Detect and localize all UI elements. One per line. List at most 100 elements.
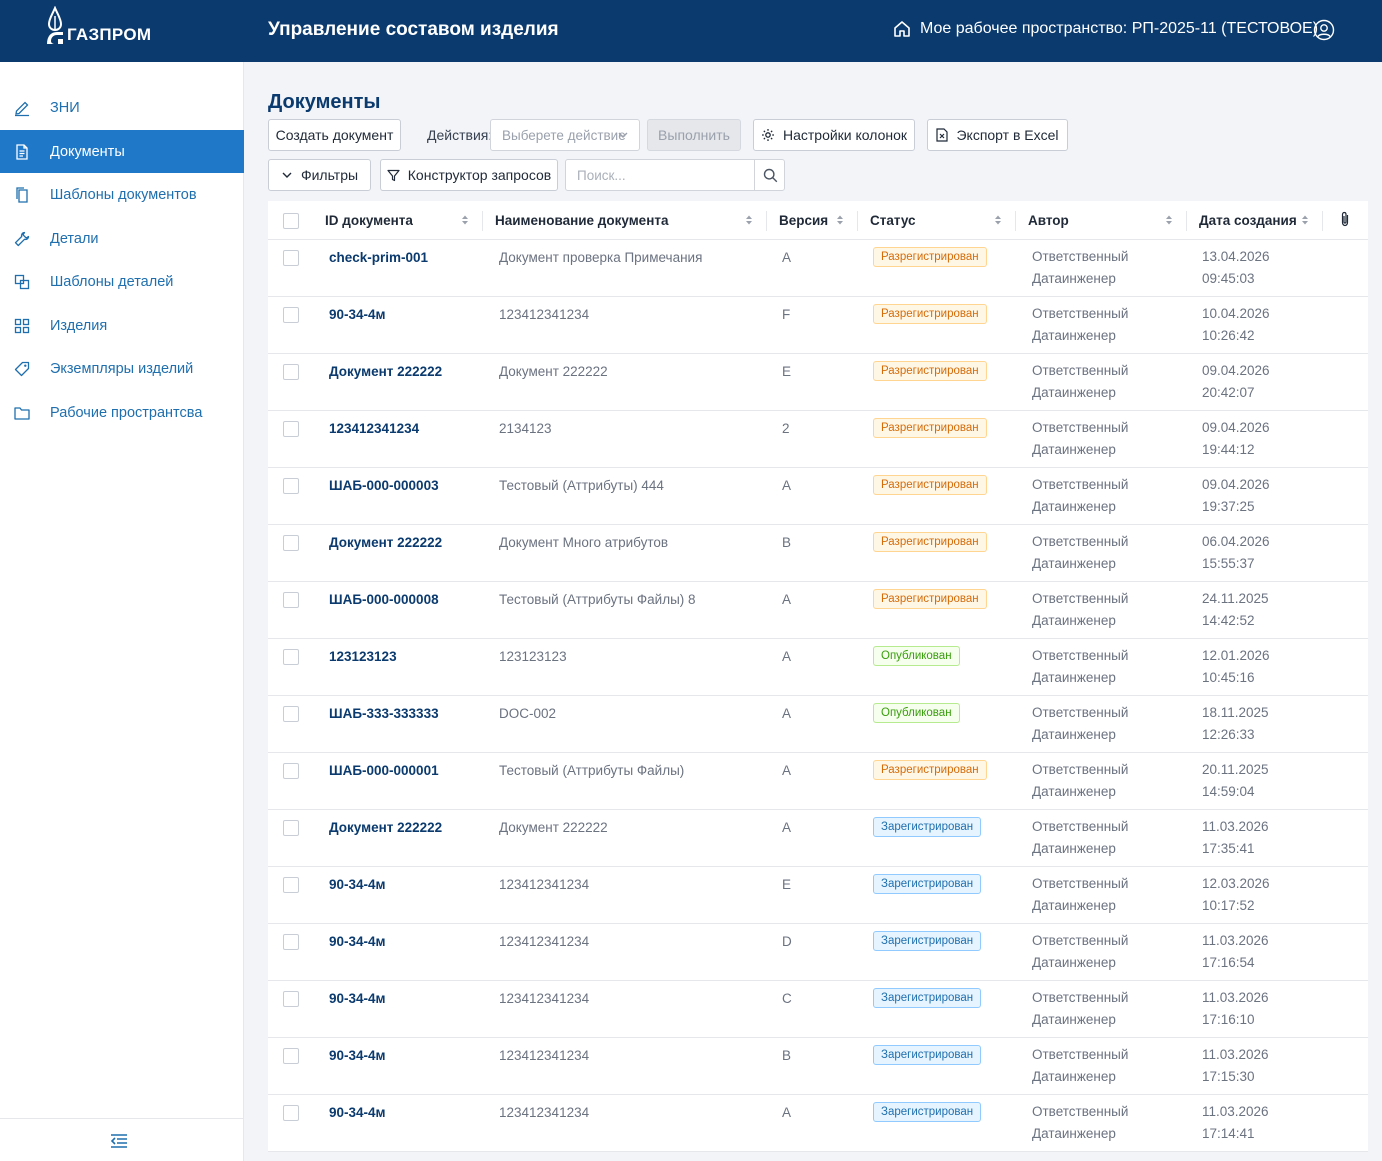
sort-icon[interactable]: [1165, 214, 1173, 226]
row-checkbox[interactable]: [283, 649, 299, 665]
table-row[interactable]: Документ 222222 Документ Много атрибутов B…: [268, 525, 1368, 582]
document-name: 123412341234: [499, 1048, 590, 1063]
document-id-link[interactable]: ШАБ-333-333333: [329, 706, 439, 721]
document-id-link[interactable]: 123412341234: [329, 421, 420, 436]
search-button[interactable]: [754, 160, 785, 190]
sort-icon[interactable]: [461, 214, 469, 226]
column-settings-button[interactable]: Настройки колонок: [753, 119, 915, 151]
document-id-link[interactable]: 90-34-4м: [329, 991, 386, 1006]
user-profile-icon[interactable]: [1313, 19, 1335, 41]
query-builder-label: Конструктор запросов: [407, 167, 552, 183]
column-header-name[interactable]: Наименование документа: [495, 201, 668, 240]
document-id-link[interactable]: ШАБ-000-000003: [329, 478, 439, 493]
table-row[interactable]: check-prim-001 Документ проверка Примечан…: [268, 240, 1368, 297]
document-id-link[interactable]: 90-34-4м: [329, 1048, 386, 1063]
table-row[interactable]: 90-34-4м 123412341234 E Зарегистрирован Отве…: [268, 867, 1368, 924]
column-header-id[interactable]: ID документа: [325, 201, 413, 240]
sidebar-item-doc-templates[interactable]: Шаблоны документов: [0, 173, 244, 216]
sort-icon[interactable]: [994, 214, 1002, 226]
paperclip-icon[interactable]: [1340, 211, 1350, 227]
row-checkbox[interactable]: [283, 706, 299, 722]
row-checkbox[interactable]: [283, 1105, 299, 1121]
document-id-link[interactable]: ШАБ-000-000001: [329, 763, 439, 778]
sort-icon[interactable]: [1301, 214, 1309, 226]
table-row[interactable]: ШАБ-333-333333 DOC-002 A Опубликован Ответст…: [268, 696, 1368, 753]
create-document-button[interactable]: Создать документ: [268, 119, 401, 151]
document-version: A: [782, 1105, 792, 1120]
document-id-link[interactable]: 90-34-4м: [329, 307, 386, 322]
author-role: Ответственный: [1032, 648, 1129, 663]
document-id-link[interactable]: 123123123: [329, 649, 397, 664]
row-checkbox[interactable]: [283, 763, 299, 779]
sidebar-item-workspaces[interactable]: Рабочие пространтсва: [0, 391, 244, 434]
column-header-created[interactable]: Дата создания: [1199, 201, 1297, 240]
row-checkbox[interactable]: [283, 307, 299, 323]
document-id-link[interactable]: Документ 222222: [329, 364, 443, 379]
table-row[interactable]: 90-34-4м 123412341234 D Зарегистрирован Отве…: [268, 924, 1368, 981]
table-row[interactable]: ШАБ-000-000008 Тестовый (Аттрибуты Файлы)…: [268, 582, 1368, 639]
table-row[interactable]: 90-34-4м 123412341234 B Зарегистрирован Отве…: [268, 1038, 1368, 1095]
created-cell: 18.11.2025 12:26:33: [1202, 702, 1269, 746]
row-checkbox[interactable]: [283, 1048, 299, 1064]
table-row[interactable]: 123123123 123123123 A Опубликован Ответствен…: [268, 639, 1368, 696]
row-checkbox[interactable]: [283, 877, 299, 893]
table-row[interactable]: Документ 222222 Документ 222222 A Зарегистр…: [268, 810, 1368, 867]
status-badge: Опубликован: [873, 703, 960, 723]
row-checkbox[interactable]: [283, 364, 299, 380]
document-id-link[interactable]: Документ 222222: [329, 535, 443, 550]
column-header-status[interactable]: Статус: [870, 201, 916, 240]
table-row[interactable]: Документ 222222 Документ 222222 E Разрегист…: [268, 354, 1368, 411]
row-checkbox[interactable]: [283, 991, 299, 1007]
created-time: 19:37:25: [1202, 499, 1255, 514]
sort-icon[interactable]: [745, 214, 753, 226]
workspace-indicator[interactable]: Мое рабочее пространство: РП-2025-11 (ТЕ…: [892, 19, 1318, 39]
created-time: 15:55:37: [1202, 556, 1255, 571]
document-id-link[interactable]: check-prim-001: [329, 250, 429, 265]
document-id-link[interactable]: 90-34-4м: [329, 934, 386, 949]
gazprom-logo[interactable]: ГАЗПРОМ: [44, 6, 151, 46]
table-row[interactable]: 90-34-4м 123412341234 F Разрегистрирован Отв…: [268, 297, 1368, 354]
created-date: 24.11.2025: [1202, 591, 1269, 606]
table-row[interactable]: 90-34-4м 123412341234 A Зарегистрирован Отве…: [268, 1095, 1368, 1152]
row-checkbox[interactable]: [283, 535, 299, 551]
sidebar-item-zni[interactable]: ЗНИ: [0, 86, 244, 129]
row-checkbox[interactable]: [283, 820, 299, 836]
row-checkbox[interactable]: [283, 478, 299, 494]
table-row[interactable]: ШАБ-000-000001 Тестовый (Аттрибуты Файлы)…: [268, 753, 1368, 810]
actions-label: Действия:: [427, 127, 493, 143]
status-badge: Разрегистрирован: [873, 475, 987, 495]
execute-button[interactable]: Выполнить: [647, 119, 741, 151]
column-divider: [482, 211, 483, 231]
sidebar-item-products[interactable]: Изделия: [0, 304, 244, 347]
table-row[interactable]: 123412341234 2134123 2 Разрегистрирован Отве…: [268, 411, 1368, 468]
row-checkbox[interactable]: [283, 421, 299, 437]
sidebar-footer: [0, 1118, 244, 1161]
document-id-link[interactable]: ШАБ-000-000008: [329, 592, 439, 607]
row-checkbox[interactable]: [283, 250, 299, 266]
sidebar-item-parts[interactable]: Детали: [0, 217, 244, 260]
export-excel-button[interactable]: Экспорт в Excel: [927, 119, 1068, 151]
sidebar-item-part-templates[interactable]: Шаблоны деталей: [0, 260, 244, 303]
table-body: check-prim-001 Документ проверка Примечан…: [268, 240, 1368, 1152]
sidebar-item-documents[interactable]: Документы: [0, 130, 244, 173]
row-checkbox[interactable]: [283, 934, 299, 950]
table-row[interactable]: ШАБ-000-000003 Тестовый (Аттрибуты) 444 A Р…: [268, 468, 1368, 525]
query-builder-button[interactable]: Конструктор запросов: [380, 159, 558, 191]
author-name: Датаинженер: [1032, 328, 1116, 343]
collapse-menu-icon[interactable]: [110, 1133, 128, 1149]
column-header-author[interactable]: Автор: [1028, 201, 1069, 240]
document-id-link[interactable]: Документ 222222: [329, 820, 443, 835]
sort-icon[interactable]: [836, 214, 844, 226]
filters-button[interactable]: Фильтры: [268, 159, 371, 191]
row-checkbox[interactable]: [283, 592, 299, 608]
chevron-down-icon: [282, 172, 292, 178]
select-all-checkbox[interactable]: [283, 213, 299, 229]
created-date: 11.03.2026: [1202, 990, 1269, 1005]
table-row[interactable]: 90-34-4м 123412341234 C Зарегистрирован Отве…: [268, 981, 1368, 1038]
search-input[interactable]: [566, 160, 754, 190]
action-select[interactable]: Выберете действие: [490, 119, 640, 151]
column-header-version[interactable]: Версия: [779, 201, 828, 240]
document-id-link[interactable]: 90-34-4м: [329, 877, 386, 892]
sidebar-item-product-instances[interactable]: Экземпляры изделий: [0, 347, 244, 390]
document-id-link[interactable]: 90-34-4м: [329, 1105, 386, 1120]
